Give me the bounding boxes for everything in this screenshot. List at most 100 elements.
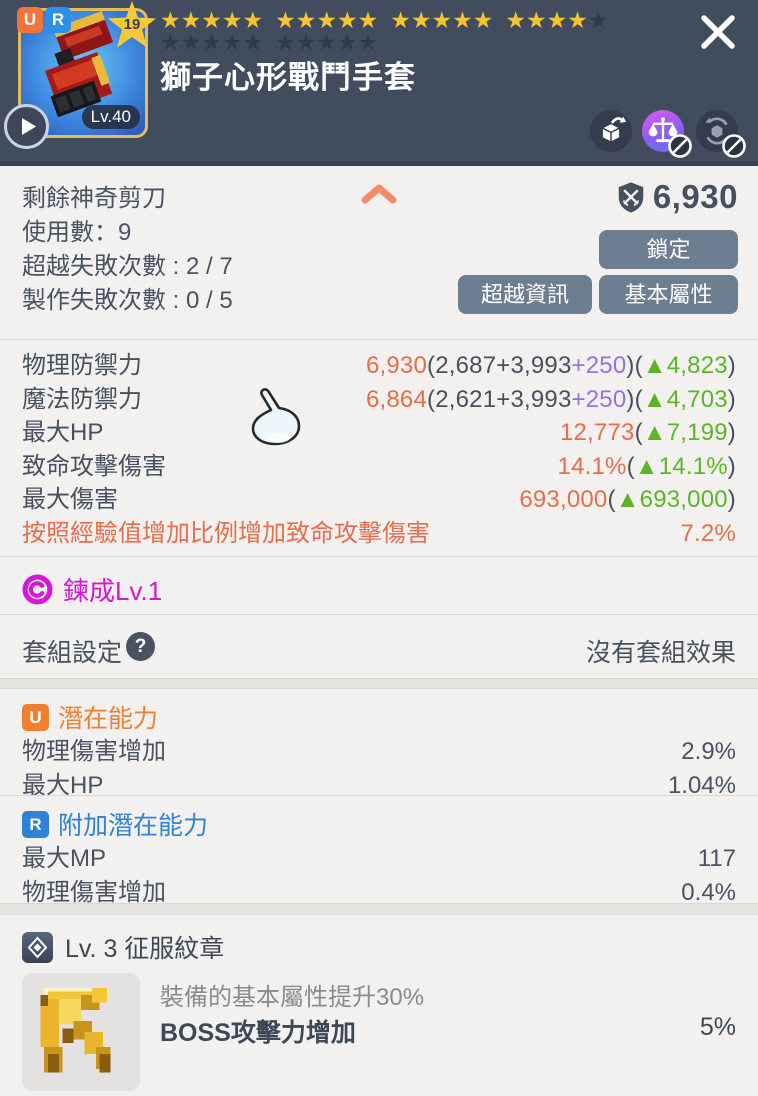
- emblem-desc: 裝備的基本屬性提升30%: [160, 984, 425, 1011]
- info-section: 剩餘神奇剪刀 使用數：9 超越失敗次數 : 2 / 7 製作失敗次數 : 0 /…: [0, 166, 758, 339]
- trade-scales-icon: [648, 117, 678, 143]
- hand-cursor: [238, 388, 316, 461]
- basic-stats-button[interactable]: 基本屬性: [599, 275, 738, 314]
- star-icon: ★: [275, 7, 296, 33]
- lock-button[interactable]: 鎖定: [599, 230, 738, 269]
- star-icon: ★: [390, 7, 411, 33]
- star-icon: ★: [357, 29, 379, 55]
- divider: [0, 795, 758, 796]
- r-potential-title: 附加潛在能力: [58, 812, 209, 840]
- star-icon: ★: [221, 29, 243, 55]
- set-config-label: 套組設定: [22, 639, 123, 667]
- star-level-badge: 19: [107, 1, 157, 51]
- close-button[interactable]: [694, 8, 742, 56]
- star-icon: ★: [242, 7, 264, 33]
- set-section: 套組設定 ? 沒有套組效果: [0, 615, 758, 678]
- star-icon: ★: [587, 7, 609, 33]
- potential-row: 最大HP 1.04%: [0, 769, 758, 803]
- section-gap: [0, 678, 758, 689]
- potential-label: 物理傷害增加: [22, 738, 166, 765]
- stat-row: 魔法防禦力 6,864(2,621+3,993+250)(▲4,703): [0, 383, 758, 417]
- r-potential-rows: 最大MP 117 物理傷害增加 0.4%: [0, 842, 758, 910]
- potential-value: 0.4%: [681, 879, 736, 906]
- star-icon: ★: [357, 7, 379, 33]
- star-icon: ★: [160, 7, 181, 33]
- star-icon: ★: [505, 7, 526, 33]
- r-badge: R: [22, 810, 49, 838]
- trade-button[interactable]: [642, 110, 692, 158]
- play-icon: [22, 118, 36, 135]
- divider: [0, 556, 758, 557]
- stat-row: 物理防禦力 6,930(2,687+3,993+250)(▲4,823): [0, 349, 758, 383]
- potential-row: 物理傷害增加 0.4%: [0, 876, 758, 910]
- collapse-panel-button[interactable]: [360, 182, 398, 211]
- star-level-number: 19: [123, 16, 141, 33]
- disabled-badge: [718, 130, 746, 158]
- stats-section: 物理防禦力 6,930(2,687+3,993+250)(▲4,823) 魔法防禦力…: [0, 340, 758, 555]
- stat-value: 12,773(▲7,199): [559, 419, 736, 446]
- preview-play-button[interactable]: [4, 104, 49, 149]
- disabled-badge: [664, 130, 692, 158]
- star-icon: ★: [316, 29, 337, 55]
- divider: [0, 614, 758, 615]
- emblem-pixel-icon: [40, 987, 111, 1073]
- info-line: 剩餘神奇剪刀: [22, 185, 166, 212]
- r-potential-section: R 附加潛在能力 最大MP 117 物理傷害增加 0.4%: [0, 796, 758, 906]
- section-gap: [0, 903, 758, 915]
- stat-row: 按照經驗值增加比例增加致命攻擊傷害 7.2%: [0, 517, 758, 551]
- combat-power: 6,930: [615, 178, 738, 216]
- emblem-effect-value: 5%: [699, 1013, 736, 1041]
- forge-target-icon: [22, 574, 53, 605]
- u-potential-rows: 物理傷害增加 2.9% 最大HP 1.04%: [0, 735, 758, 803]
- potential-value: 2.9%: [681, 738, 736, 765]
- item-title: 獅子心形戰鬥手套: [160, 60, 416, 95]
- star-icon: ★: [295, 7, 317, 33]
- no-symbol-icon: [722, 134, 746, 158]
- star-icon: ★: [221, 7, 243, 33]
- star-icon: ★: [410, 7, 432, 33]
- divider: [0, 339, 758, 340]
- scissors-info-block: 剩餘神奇剪刀 使用數：9 超越失敗次數 : 2 / 7 製作失敗次數 : 0 /…: [22, 182, 233, 318]
- emblem-item-frame[interactable]: [22, 973, 140, 1091]
- transcend-info-button[interactable]: 超越資訊: [458, 275, 592, 314]
- star-row-2: ★★★★★ ★★★★★: [160, 30, 378, 58]
- item-icon-frame[interactable]: U R 19 Lv.40: [17, 1, 156, 138]
- star-icon: ★: [180, 29, 202, 55]
- star-icon: ★: [526, 7, 547, 33]
- star-icon: ★: [452, 7, 473, 33]
- help-icon[interactable]: ?: [126, 632, 155, 661]
- emblem-header: Lv. 3 征服紋章: [22, 929, 224, 965]
- unequip-button[interactable]: [590, 110, 632, 152]
- potential-value: 1.04%: [667, 772, 736, 799]
- star-icon: ★: [160, 29, 181, 55]
- potential-row: 物理傷害增加 2.9%: [0, 735, 758, 769]
- chevron-up-icon: [361, 184, 397, 204]
- stat-value: 6,864(2,621+3,993+250)(▲4,703): [365, 385, 736, 413]
- potential-label: 物理傷害增加: [22, 879, 166, 906]
- star-icon: ★: [472, 7, 494, 33]
- rarity-badge-r: R: [45, 7, 71, 33]
- close-icon: [701, 15, 735, 49]
- stat-label: 最大傷害: [22, 486, 118, 513]
- star-icon: ★: [567, 7, 588, 33]
- stat-row: 最大傷害 693,000(▲693,000): [0, 483, 758, 517]
- set-effect-value: 沒有套組效果: [585, 639, 736, 667]
- potential-label: 最大HP: [22, 772, 104, 799]
- star-icon: ★: [180, 7, 202, 33]
- u-potential-section: U 潛在能力 物理傷害增加 2.9% 最大HP 1.04%: [0, 689, 758, 799]
- item-level-pill: Lv.40: [81, 105, 140, 129]
- star-icon: ★: [337, 7, 358, 33]
- star-icon: ★: [316, 7, 337, 33]
- stat-label: 最大HP: [22, 419, 104, 446]
- emblem-section: Lv. 3 征服紋章 裝備的基本屬性提升30% BOSS攻擊力增加 5: [0, 915, 758, 1096]
- stat-row: 最大HP 12,773(▲7,199): [0, 416, 758, 450]
- stat-value: 7.2%: [680, 519, 736, 547]
- stat-value: 693,000(▲693,000): [519, 486, 736, 513]
- star-icon: ★: [242, 29, 264, 55]
- forge-section: 鍊成Lv.1: [0, 557, 758, 614]
- emblem-effect-label: BOSS攻擊力增加: [160, 1019, 356, 1047]
- stat-value: 6,930(2,687+3,993+250)(▲4,823): [365, 352, 736, 379]
- dismantle-button[interactable]: [696, 110, 746, 158]
- info-line: 超越失敗次數 : 2 / 7: [22, 253, 233, 280]
- stat-label: 物理防禦力: [22, 352, 142, 379]
